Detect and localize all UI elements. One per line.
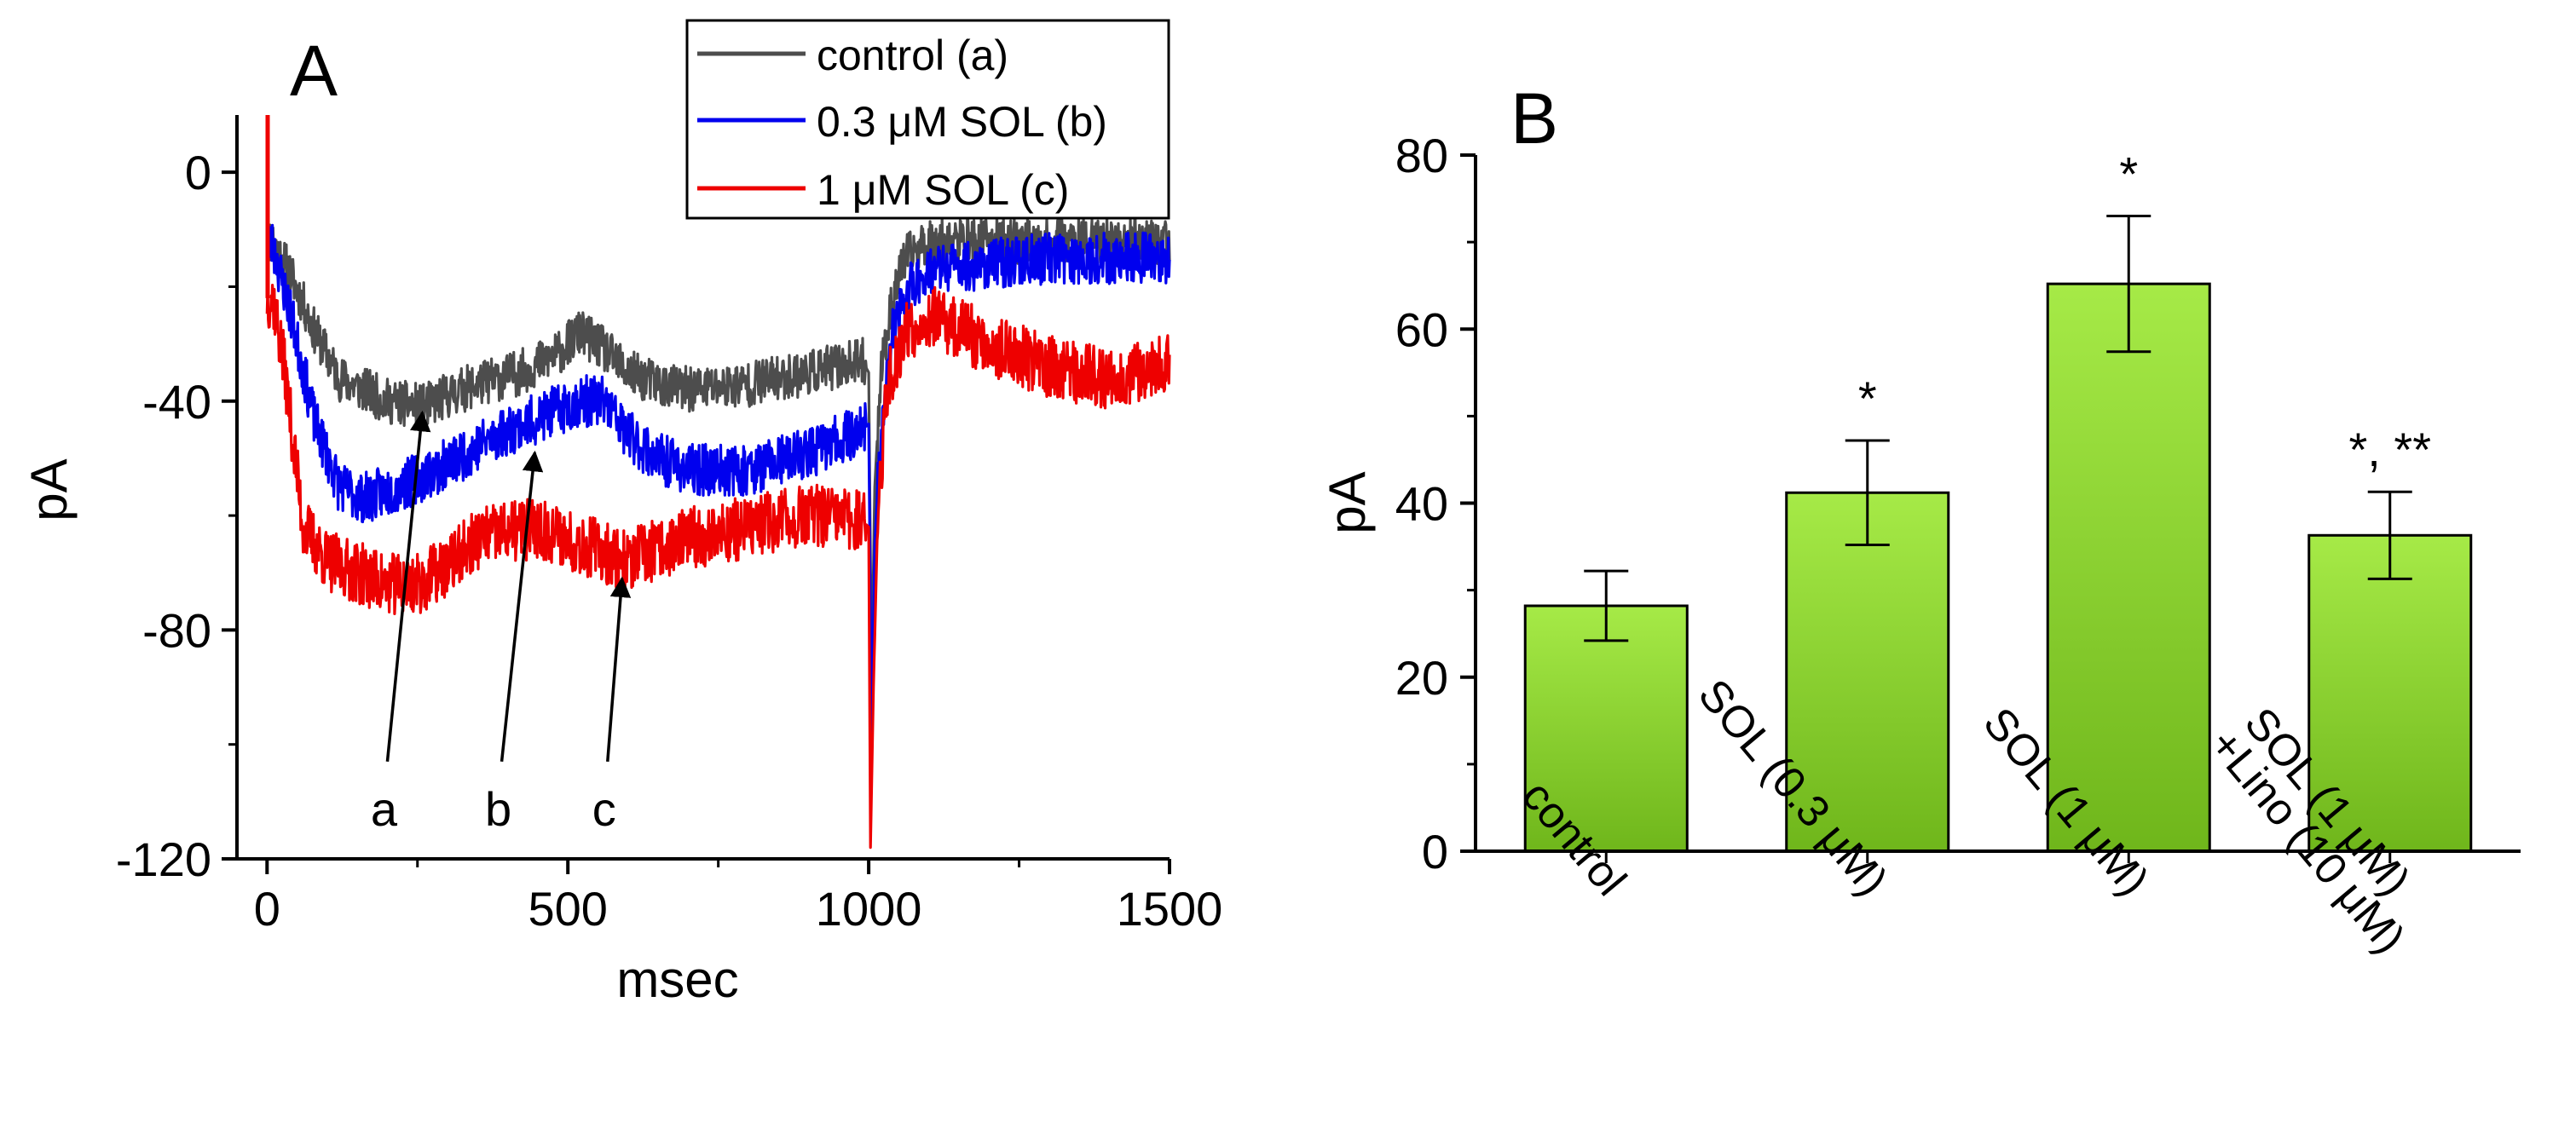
annotation-arrow-a xyxy=(385,410,431,763)
trace-1-m-sol-c xyxy=(265,284,1171,849)
bar-2 xyxy=(2046,282,2211,853)
trace-control-a xyxy=(265,216,1171,689)
y-axis-label: pA xyxy=(1319,471,1376,533)
y-axis-label: pA xyxy=(20,458,78,521)
bar-0 xyxy=(1523,604,1689,853)
panel-b-label: B xyxy=(1510,78,1558,158)
legend-label-sol-1: 1 μM SOL (c) xyxy=(817,166,1069,214)
y-tick-label: 20 xyxy=(1395,651,1448,705)
y-tick-label: 60 xyxy=(1395,302,1448,356)
axis-ticks: 0 20 40 60 80 xyxy=(1395,129,2392,878)
annotation-arrow-b xyxy=(500,450,544,763)
y-tick-label: 40 xyxy=(1395,477,1448,531)
annotation-label-a: a xyxy=(371,782,398,836)
annotation-arrow-c xyxy=(606,576,632,762)
x-tick-label: 500 xyxy=(528,882,607,936)
legend-label-control: control (a) xyxy=(817,32,1008,79)
x-tick-label: 1000 xyxy=(816,882,922,936)
y-tick-label: -40 xyxy=(142,375,211,429)
annotation-label-b: b xyxy=(485,782,511,836)
trace-group xyxy=(265,216,1171,849)
panel-a-label: A xyxy=(290,31,338,111)
legend-label-sol-0-3: 0.3 μM SOL (b) xyxy=(817,98,1107,146)
annotation-group: a b c xyxy=(371,410,632,836)
x-axis-label: msec xyxy=(616,951,738,1008)
y-tick-label: 80 xyxy=(1395,129,1448,182)
bar-group: control*SOL (0.3 μM)*SOL (1 μM)*, **SOL … xyxy=(1512,147,2473,963)
significance-marker-2: * xyxy=(2119,147,2138,200)
y-tick-label: 0 xyxy=(185,146,211,199)
panel-b: B control*SOL (0.3 μM)*SOL (1 μM)*, **SO… xyxy=(1319,78,2521,963)
significance-marker-1: * xyxy=(1858,371,1877,425)
x-tick-label: 0 xyxy=(254,882,280,936)
y-tick-label: -80 xyxy=(142,603,211,657)
axis-ticks: 0 500 1000 1500 0 -40 -80 -120 xyxy=(116,146,1222,936)
bar-1 xyxy=(1785,491,1950,853)
y-tick-label: -120 xyxy=(116,832,211,886)
annotation-label-c: c xyxy=(592,782,616,836)
panel-a: A 0 500 1000 1500 0 -40 -80 -120 msec pA a b c co… xyxy=(20,19,1222,1008)
legend: control (a) 0.3 μM SOL (b) 1 μM SOL (c) xyxy=(685,19,1170,220)
y-tick-label: 0 xyxy=(1422,825,1448,878)
trace-0-3-m-sol-b xyxy=(265,223,1171,746)
significance-marker-3: *, ** xyxy=(2349,423,2432,476)
x-tick-label: 1500 xyxy=(1117,882,1223,936)
